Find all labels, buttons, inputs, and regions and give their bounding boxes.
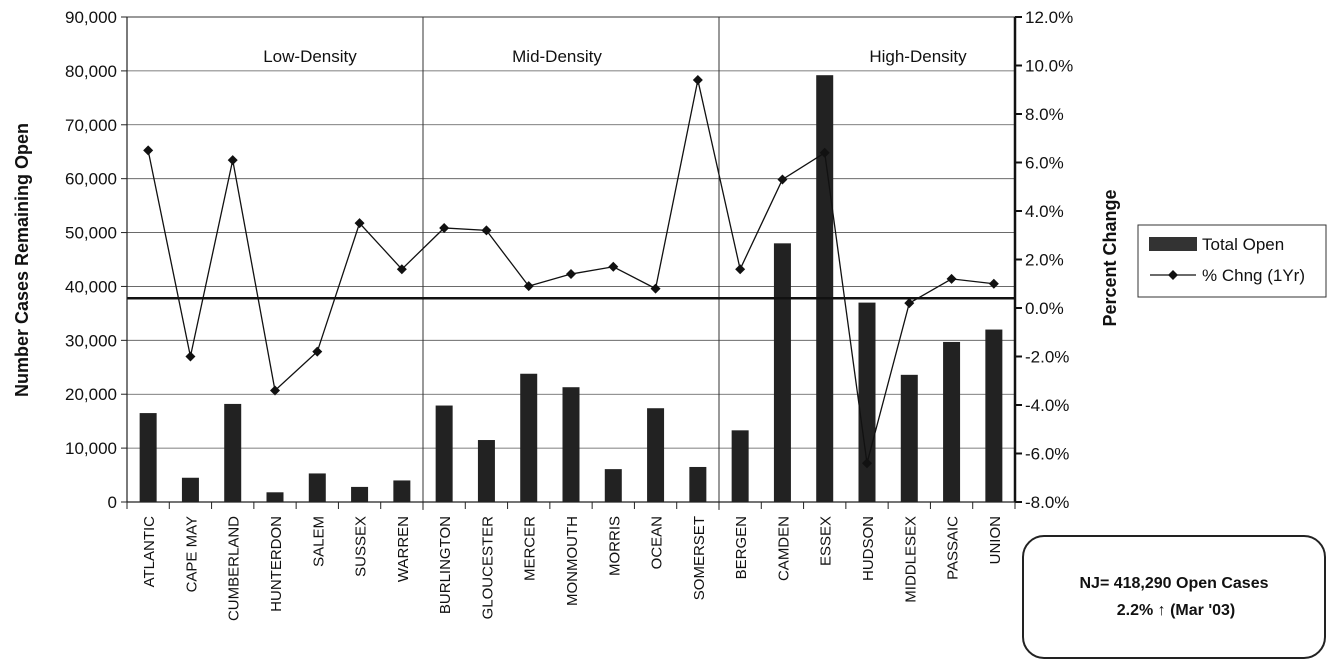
x-tick-label: CUMBERLAND (226, 516, 243, 621)
line-point (227, 155, 238, 166)
bar (139, 413, 157, 502)
line-point (608, 261, 619, 272)
x-tick-label: GLOUCESTER (479, 516, 496, 620)
bar (943, 341, 961, 502)
summary-total: NJ= 418,290 Open Cases (1079, 575, 1269, 592)
y2-tick-label: -4.0% (1025, 396, 1069, 415)
bar (858, 302, 876, 502)
bar (562, 387, 580, 502)
bar (181, 477, 199, 502)
y2-tick-label: 10.0% (1025, 57, 1073, 76)
line-point (819, 147, 830, 158)
x-tick-label: BURLINGTON (437, 516, 454, 614)
bar (731, 430, 749, 502)
bar (435, 405, 453, 502)
y2-tick-label: -6.0% (1025, 445, 1069, 464)
bar (224, 403, 242, 502)
line-point (988, 278, 999, 289)
y-axis-title: Number Cases Remaining Open (12, 123, 32, 397)
line-point (354, 218, 365, 229)
y2-tick-label: 2.0% (1025, 251, 1064, 270)
group-label: Mid-Density (512, 47, 602, 66)
line-point (312, 346, 323, 357)
y2-axis-title: Percent Change (1100, 189, 1120, 326)
line-point (862, 458, 872, 469)
bar (604, 469, 622, 502)
line-point (777, 174, 788, 185)
line-point (566, 269, 576, 280)
line-point (523, 281, 534, 292)
line-point (439, 222, 450, 233)
line-point (904, 298, 915, 309)
legend-label: Total Open (1202, 235, 1284, 254)
legend-line-marker (1168, 270, 1178, 280)
bar (985, 329, 1003, 502)
bar (351, 486, 369, 502)
line-point (396, 264, 407, 275)
x-tick-label: OCEAN (649, 516, 666, 569)
bar (816, 75, 834, 502)
x-tick-label: CAPE MAY (183, 516, 200, 592)
bar (689, 466, 707, 502)
y2-tick-label: 12.0% (1025, 8, 1073, 27)
line-point (650, 283, 661, 294)
y-tick-label: 60,000 (65, 170, 117, 189)
x-tick-label: BERGEN (733, 516, 750, 579)
x-tick-label: ATLANTIC (141, 516, 158, 588)
x-tick-label: SOMERSET (691, 516, 708, 600)
line-point (735, 264, 746, 275)
x-tick-label: PASSAIC (945, 516, 962, 580)
bar (308, 473, 326, 502)
y-tick-label: 0 (108, 493, 117, 512)
y2-tick-label: -8.0% (1025, 493, 1069, 512)
x-tick-label: ESSEX (818, 516, 835, 566)
line-point (946, 273, 957, 284)
x-tick-label: MORRIS (606, 516, 623, 576)
x-tick-label: CAMDEN (775, 516, 792, 581)
bar (900, 374, 918, 502)
legend-bar-swatch (1149, 237, 1197, 251)
y-tick-label: 30,000 (65, 331, 117, 350)
y-tick-label: 20,000 (65, 385, 117, 404)
group-label: Low-Density (263, 47, 357, 66)
x-tick-label: MERCER (522, 516, 539, 581)
line-point (692, 75, 703, 86)
bar (773, 243, 791, 503)
legend-label: % Chng (1Yr) (1202, 266, 1305, 285)
y-tick-label: 40,000 (65, 277, 117, 296)
x-tick-label: SUSSEX (353, 516, 370, 577)
y2-tick-label: 8.0% (1025, 105, 1064, 124)
x-tick-label: MONMOUTH (564, 516, 581, 606)
line-point (270, 385, 280, 396)
y2-tick-label: 0.0% (1025, 299, 1064, 318)
x-tick-label: HUDSON (860, 516, 877, 581)
line-point (185, 351, 196, 362)
line-point (481, 225, 492, 236)
y-tick-label: 80,000 (65, 62, 117, 81)
y-tick-label: 10,000 (65, 439, 117, 458)
x-tick-label: SALEM (310, 516, 327, 567)
y2-tick-label: 6.0% (1025, 154, 1064, 173)
x-tick-label: HUNTERDON (268, 516, 285, 612)
group-label: High-Density (869, 47, 967, 66)
y-tick-label: 90,000 (65, 8, 117, 27)
y-tick-label: 70,000 (65, 116, 117, 135)
x-tick-label: MIDDLESEX (902, 516, 919, 603)
bar (393, 480, 411, 502)
x-tick-label: UNION (987, 516, 1004, 564)
summary-box: NJ= 418,290 Open Cases 2.2% ↑ (Mar '03) (1022, 535, 1326, 659)
x-tick-label: WARREN (395, 516, 412, 582)
y2-tick-label: 4.0% (1025, 202, 1064, 221)
bar (647, 408, 665, 502)
bar (477, 440, 495, 502)
y2-tick-label: -2.0% (1025, 348, 1069, 367)
bar (520, 373, 538, 502)
y-tick-label: 50,000 (65, 224, 117, 243)
summary-change: 2.2% ↑ (Mar '03) (1116, 602, 1236, 619)
bar (266, 492, 284, 502)
line-point (143, 145, 154, 156)
